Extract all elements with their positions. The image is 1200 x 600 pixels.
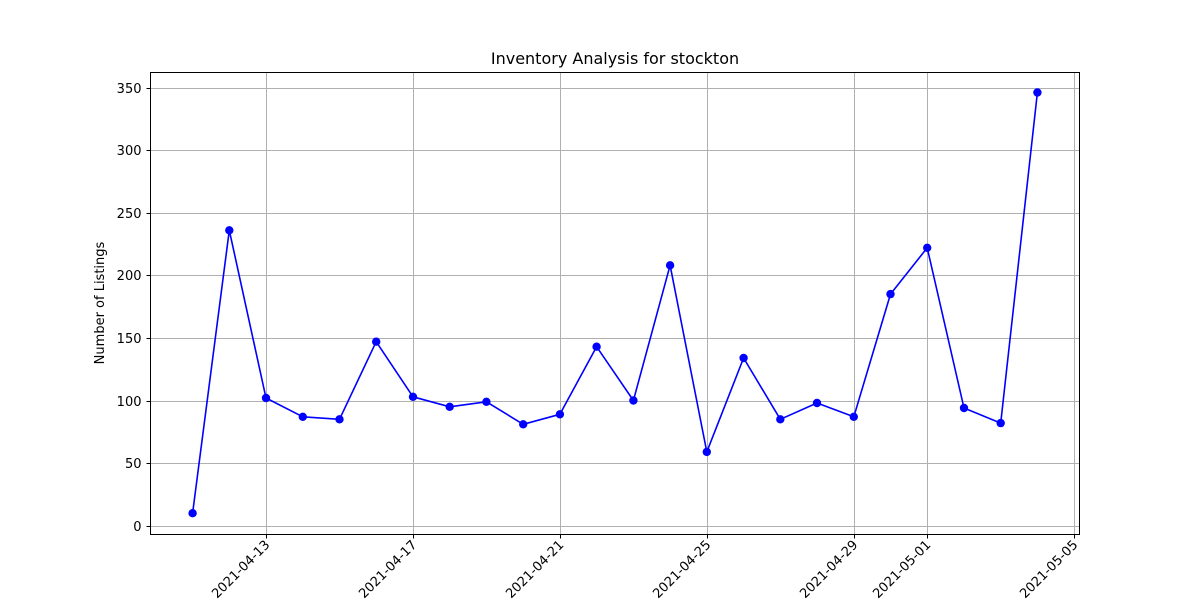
data-point [555, 410, 565, 419]
data-point [886, 289, 895, 299]
data-point [702, 447, 711, 457]
series-line-layer [191, 92, 1039, 514]
x-tick-label: 2021-04-17 [356, 538, 420, 600]
data-points [188, 88, 1042, 518]
y-axis-label: Number of Listings [93, 241, 108, 364]
y-tick-label: 0 [133, 520, 141, 535]
series-line [191, 92, 1039, 514]
x-tick-label: 2021-04-21 [503, 538, 567, 600]
y-tick-label: 350 [117, 82, 142, 97]
x-tick-label: 2021-04-25 [650, 538, 714, 600]
y-tick-label: 100 [117, 395, 142, 410]
y-tick-label: 200 [117, 269, 142, 284]
data-point [519, 420, 528, 429]
data-point [482, 397, 491, 406]
axis-ticks: 0 50 100 150 200 250 300 350 2021-04-13 2021-04-1… [117, 82, 1082, 600]
y-tick-label: 50 [125, 457, 142, 472]
y-tick-label: 250 [117, 207, 142, 222]
chart-title: Inventory Analysis for stockton [491, 49, 739, 68]
plot-frame [150, 72, 1080, 535]
data-point [408, 392, 418, 401]
data-point [372, 337, 381, 346]
data-point [335, 415, 344, 424]
data-point [665, 261, 675, 270]
data-point [592, 342, 601, 351]
data-point [812, 398, 822, 408]
y-tick-label: 300 [117, 144, 142, 159]
data-point [225, 226, 234, 235]
data-point [188, 509, 197, 518]
x-tick-label: 2021-05-01 [870, 538, 934, 600]
data-point [923, 243, 932, 252]
data-point [629, 396, 638, 405]
y-tick-label: 150 [117, 332, 142, 347]
data-point [1033, 88, 1042, 97]
data-point [261, 393, 271, 403]
data-point [739, 353, 748, 363]
x-tick-label: 2021-05-05 [1017, 538, 1081, 600]
x-tick-label: 2021-04-13 [209, 538, 273, 600]
data-point [445, 402, 454, 411]
x-tick-label: 2021-04-29 [797, 538, 861, 600]
data-point [959, 403, 969, 413]
data-point [776, 415, 785, 424]
data-point [298, 412, 307, 421]
grid-lines [150, 72, 1080, 535]
data-point [849, 412, 858, 421]
data-point [996, 418, 1005, 428]
